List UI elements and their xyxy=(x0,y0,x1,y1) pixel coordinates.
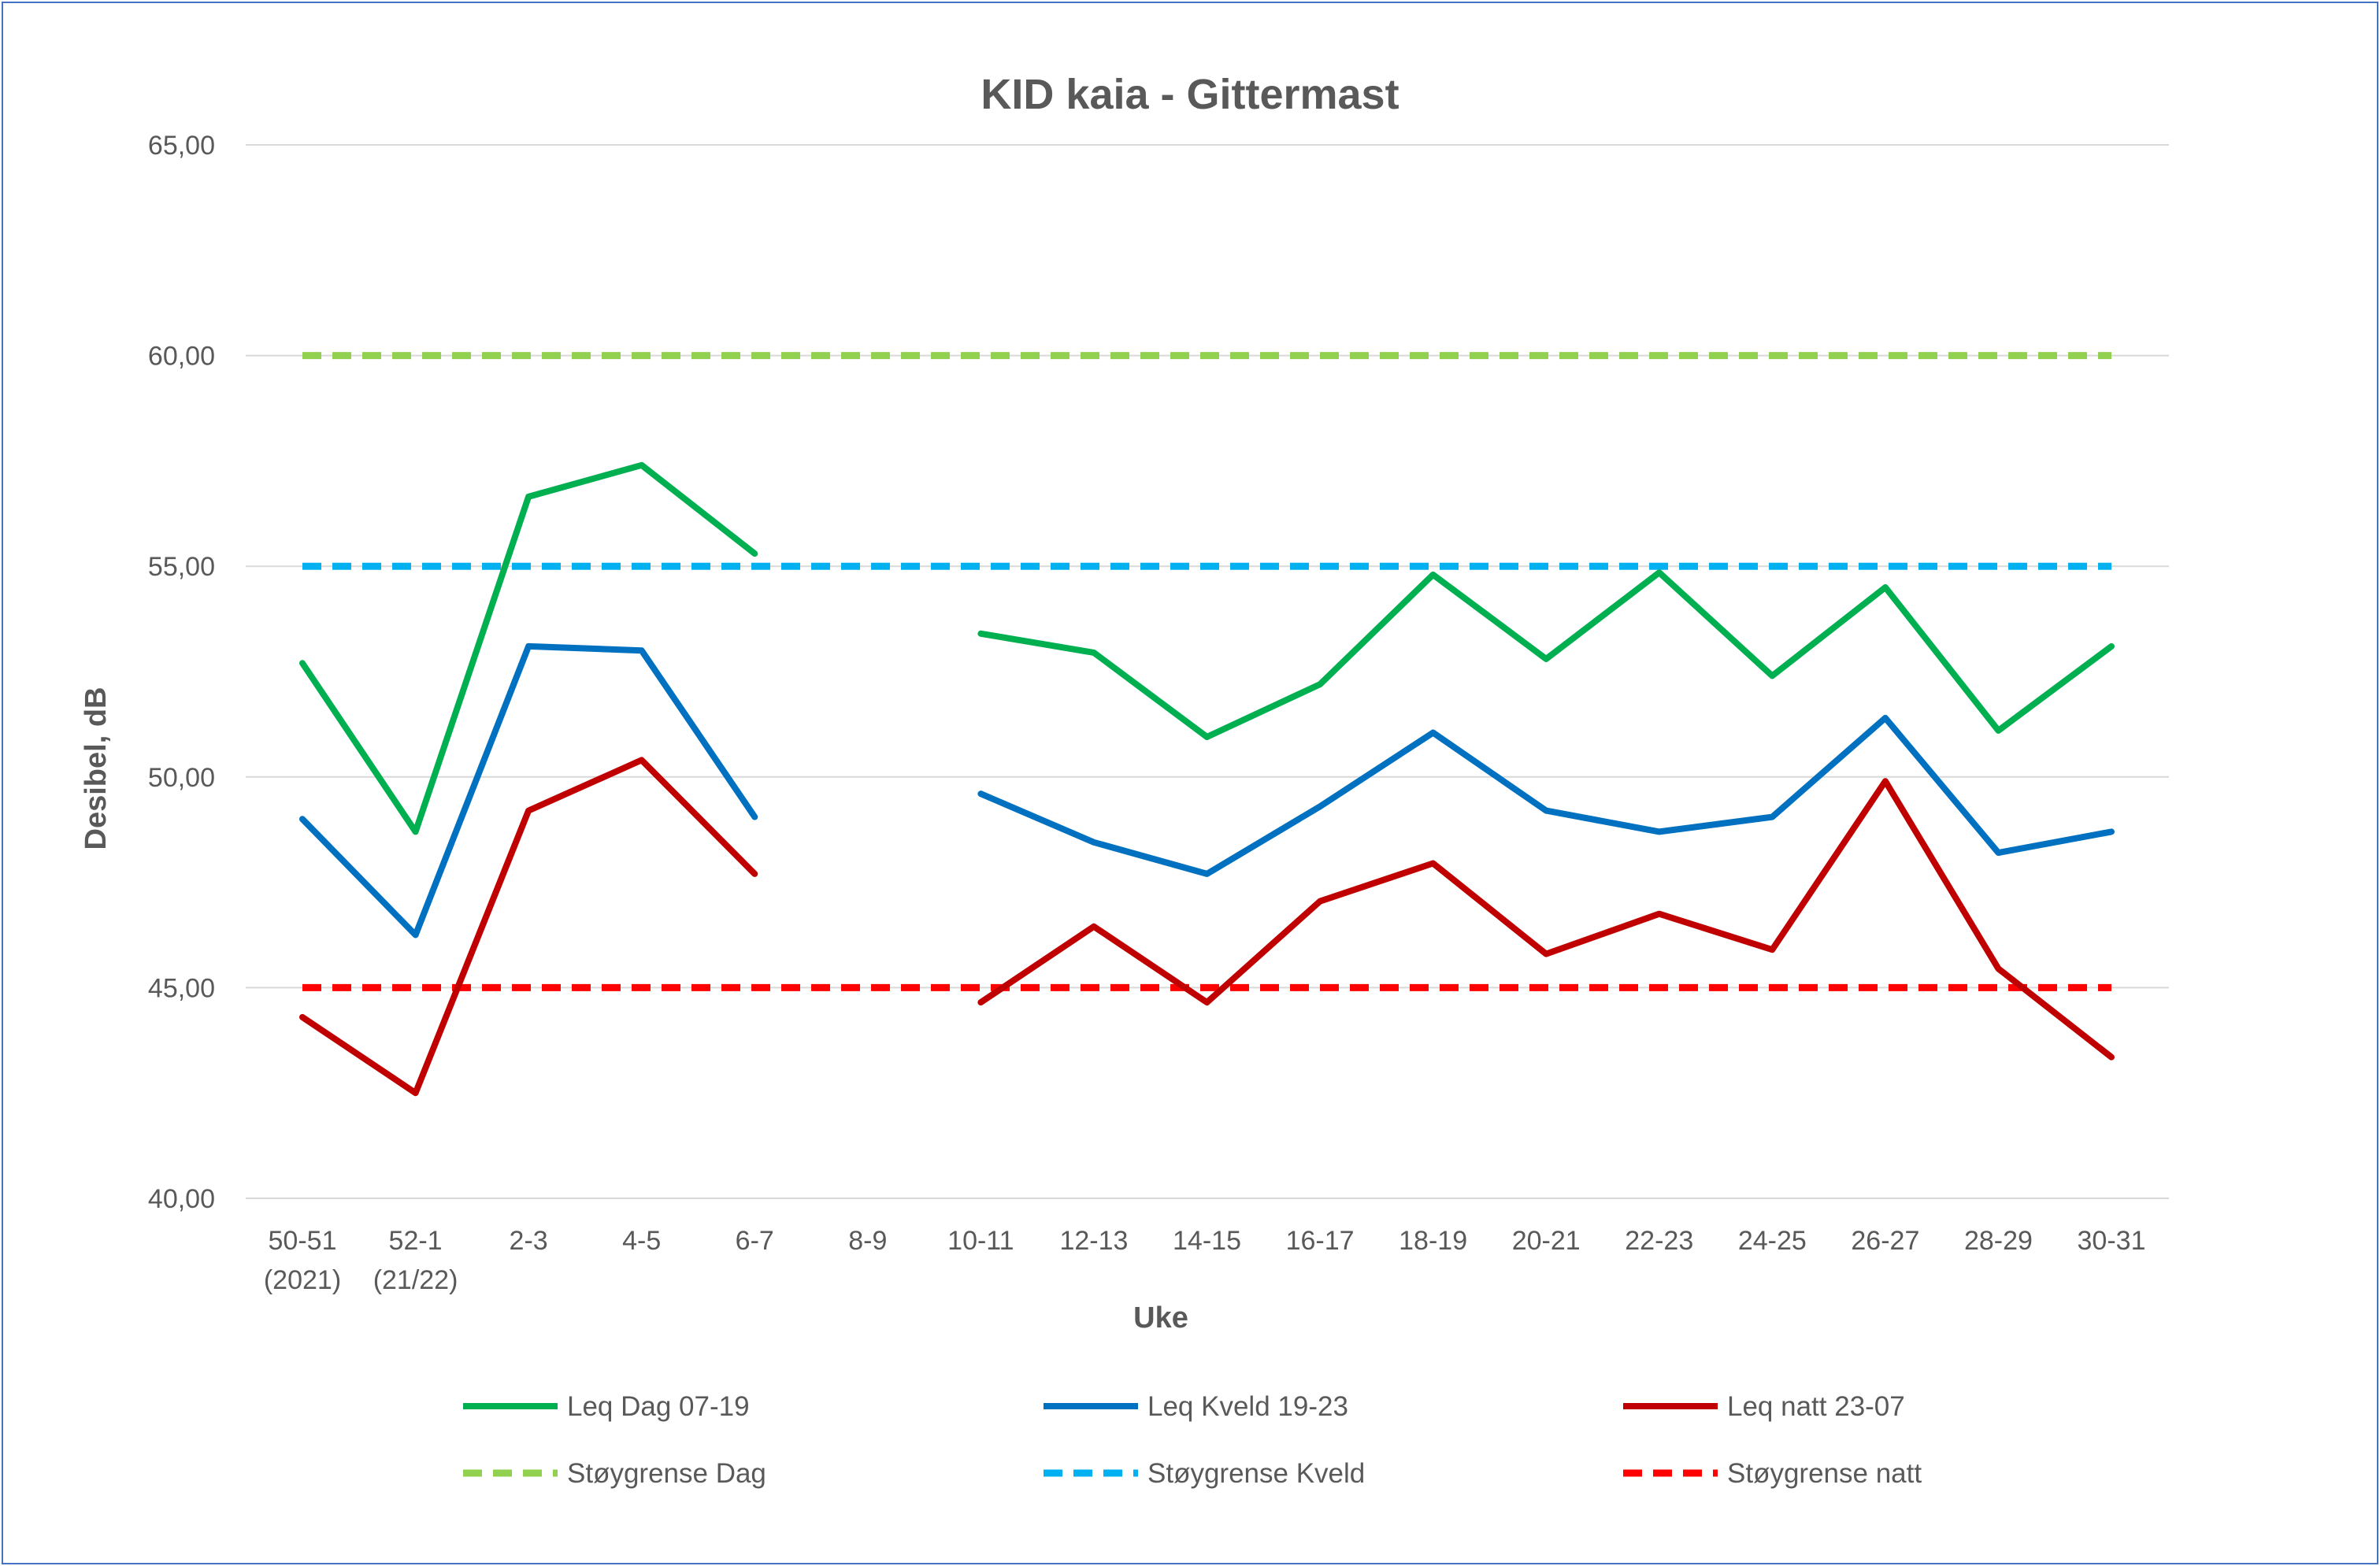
x-tick-label: 16-17 xyxy=(1286,1226,1355,1256)
gridlines xyxy=(246,144,2169,1199)
y-tick-label: 50,00 xyxy=(148,763,215,793)
y-tick-label: 45,00 xyxy=(148,973,215,1003)
x-tick-label-line: 2-3 xyxy=(510,1226,548,1256)
x-tick-label: 24-25 xyxy=(1738,1226,1807,1256)
x-tick-label-line: 4-5 xyxy=(622,1226,661,1256)
x-tick-label-line: 50-51 xyxy=(269,1226,337,1256)
series-line-1 xyxy=(299,642,758,938)
x-tick-label: 6-7 xyxy=(736,1226,774,1256)
series-line-2 xyxy=(977,778,2115,1061)
x-tick-label: 52-1 (21/22) xyxy=(373,1226,458,1295)
x-tick-label-line: 20-21 xyxy=(1512,1226,1581,1256)
y-axis-title: Desibel, dB xyxy=(80,687,113,850)
y-axis-ticks: 40,00 45,00 50,00 55,00 60,00 65,00 xyxy=(148,131,215,1214)
x-tick-label: 20-21 xyxy=(1512,1226,1581,1256)
legend-label: Støygrense Dag xyxy=(567,1458,766,1489)
x-tick-label: 14-15 xyxy=(1173,1226,1241,1256)
legend-label: Støygrense natt xyxy=(1727,1458,1922,1489)
y-tick-label: 60,00 xyxy=(148,342,215,372)
series-lines xyxy=(299,352,2115,1097)
x-tick-label-line: (21/22) xyxy=(373,1265,458,1295)
legend-label: Støygrense Kveld xyxy=(1147,1458,1365,1489)
x-tick-label: 30-31 xyxy=(2078,1226,2146,1256)
x-tick-label-line: 8-9 xyxy=(848,1226,887,1256)
y-tick-label: 40,00 xyxy=(148,1184,215,1214)
x-tick-label-line: 52-1 xyxy=(389,1226,443,1256)
x-tick-label-line: 24-25 xyxy=(1738,1226,1807,1256)
x-tick-label: 12-13 xyxy=(1059,1226,1128,1256)
x-tick-label-line: 10-11 xyxy=(947,1226,1014,1256)
x-tick-label: 4-5 xyxy=(622,1226,661,1256)
x-tick-label: 22-23 xyxy=(1625,1226,1693,1256)
y-tick-label: 55,00 xyxy=(148,552,215,582)
series-line-0 xyxy=(977,569,2115,740)
x-tick-label: 8-9 xyxy=(848,1226,887,1256)
x-tick-label: 10-11 xyxy=(947,1226,1014,1256)
legend-label: Leq natt 23-07 xyxy=(1727,1391,1905,1422)
series-line-0 xyxy=(299,461,758,835)
x-tick-label-line: 12-13 xyxy=(1059,1226,1128,1256)
legend: Leq Dag 07-19 Leq Kveld 19-23 Leq natt 23-… xyxy=(463,1391,1922,1489)
x-tick-label-line: (2021) xyxy=(264,1265,341,1295)
series-line-1 xyxy=(977,714,2115,877)
x-tick-label-line: 28-29 xyxy=(1964,1226,2033,1256)
x-tick-label-line: 16-17 xyxy=(1286,1226,1355,1256)
x-axis-ticks: 50-51 (2021) 52-1 (21/22) 2-3 4-5 6-7 8-9 10-11 1… xyxy=(264,1226,2146,1295)
legend-label: Leq Dag 07-19 xyxy=(567,1391,750,1422)
x-tick-label: 26-27 xyxy=(1851,1226,1919,1256)
y-tick-label: 65,00 xyxy=(148,131,215,161)
x-axis-title: Uke xyxy=(1133,1301,1188,1335)
x-tick-label-line: 18-19 xyxy=(1399,1226,1467,1256)
x-tick-label: 50-51 (2021) xyxy=(264,1226,341,1295)
x-tick-label-line: 14-15 xyxy=(1173,1226,1241,1256)
x-tick-label-line: 6-7 xyxy=(736,1226,774,1256)
x-tick-label-line: 22-23 xyxy=(1625,1226,1693,1256)
x-tick-label: 2-3 xyxy=(510,1226,548,1256)
x-tick-label-line: 30-31 xyxy=(2078,1226,2146,1256)
x-tick-label-line: 26-27 xyxy=(1851,1226,1919,1256)
x-tick-label: 18-19 xyxy=(1399,1226,1467,1256)
x-tick-label: 28-29 xyxy=(1964,1226,2033,1256)
chart-title: KID kaia - Gittermast xyxy=(981,71,1399,118)
series-line-2 xyxy=(299,757,758,1097)
legend-label: Leq Kveld 19-23 xyxy=(1147,1391,1348,1422)
